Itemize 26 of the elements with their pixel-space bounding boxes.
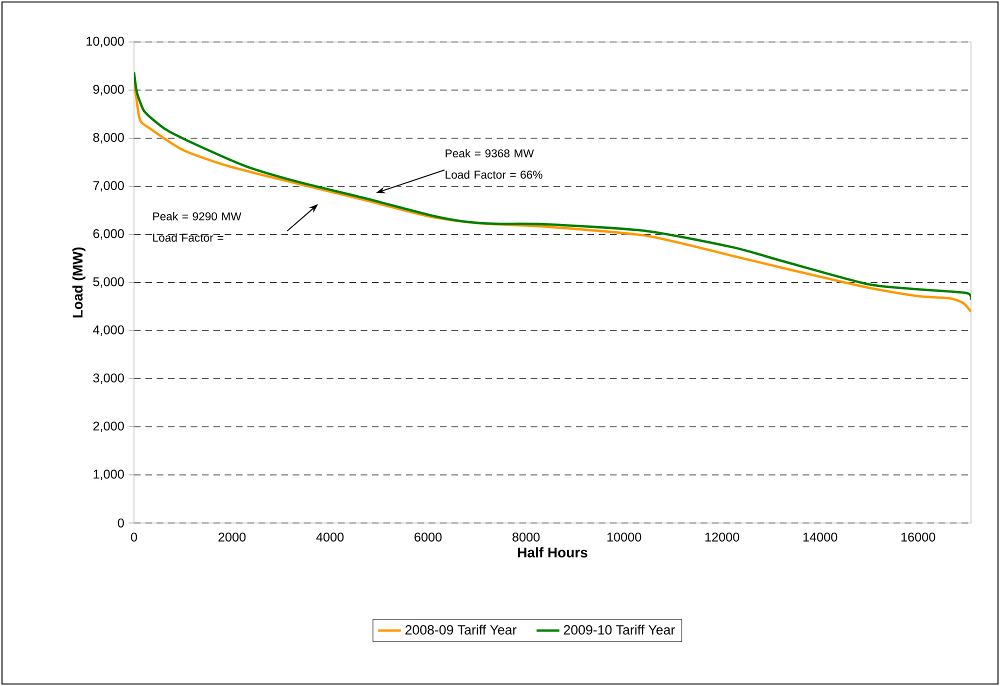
x-tick-label: 14000 (803, 532, 838, 542)
x-tick-label: 0 (130, 532, 138, 542)
y-tick-label: 0 (118, 518, 124, 528)
y-tick-label: 5,000 (93, 277, 124, 288)
legend-label: 2009-10 Tariff Year (564, 624, 675, 635)
x-axis-title: Half Hours (518, 547, 588, 558)
y-tick-label: 6,000 (93, 229, 124, 240)
y-tick-label: 8,000 (93, 132, 124, 144)
x-tick-label: 10000 (607, 532, 642, 542)
annotation: Peak = 9290 MW Load Factor = (153, 212, 242, 242)
y-tick-label: 1,000 (94, 470, 124, 480)
y-tick-label: 2,000 (93, 422, 124, 432)
x-tick-label: 12000 (705, 532, 740, 542)
x-tick-label: 4000 (316, 532, 344, 542)
y-axis-title: Load (MW) (72, 247, 86, 318)
y-tick-label: 4,000 (92, 325, 124, 336)
x-tick-label: 8000 (512, 532, 540, 542)
y-tick-label: 10,000 (86, 36, 124, 48)
x-tick-label: 2000 (218, 532, 246, 542)
x-tick-label: 6000 (414, 532, 442, 542)
y-tick-label: 3,000 (93, 373, 124, 384)
legend-label: 2008-09 Tariff Year (405, 624, 516, 635)
annotation: Peak = 9368 MW Load Factor = 66% (446, 149, 542, 179)
y-tick-label: 9,000 (93, 84, 124, 96)
y-tick-label: 7,000 (93, 181, 124, 192)
x-tick-label: 16000 (901, 532, 936, 542)
